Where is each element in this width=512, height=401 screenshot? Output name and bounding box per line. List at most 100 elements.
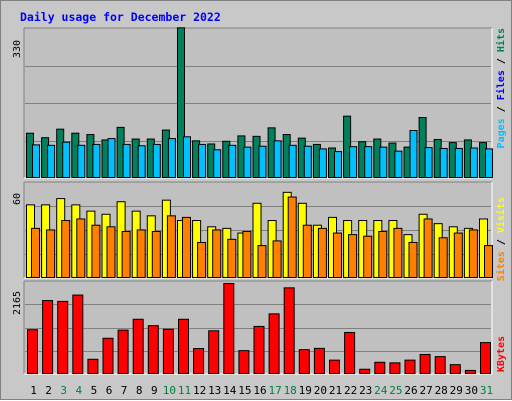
sites-bar bbox=[257, 245, 267, 279]
pages-bar bbox=[409, 130, 418, 178]
sites-bar bbox=[468, 229, 478, 278]
kbytes-bar bbox=[374, 361, 386, 374]
pages-bar bbox=[243, 146, 252, 179]
pages-bar bbox=[258, 145, 267, 178]
pages-bar bbox=[137, 145, 146, 178]
legend-visits: Visits bbox=[495, 197, 507, 233]
kbytes-bar bbox=[253, 325, 265, 374]
hits-bar bbox=[177, 27, 185, 178]
kbytes-bar bbox=[329, 359, 340, 374]
pages-bar bbox=[228, 144, 237, 178]
x-tick-label: 27 bbox=[419, 384, 432, 397]
legend-separator: / bbox=[496, 100, 507, 118]
sites-bar bbox=[46, 229, 56, 278]
kbytes-bar bbox=[480, 342, 491, 375]
pages-bar bbox=[349, 146, 358, 179]
pages-bar bbox=[77, 144, 86, 178]
kbytes-bar bbox=[449, 364, 461, 375]
chart-title: Daily usage for December 2022 bbox=[20, 10, 221, 24]
x-tick-label: 8 bbox=[136, 384, 143, 397]
x-tick-label: 2 bbox=[45, 384, 52, 397]
visits-bar bbox=[252, 202, 262, 278]
pages-bar bbox=[469, 147, 478, 179]
x-tick-label: 23 bbox=[359, 384, 372, 397]
kbytes-bar bbox=[283, 287, 295, 374]
x-tick-label: 21 bbox=[329, 384, 342, 397]
x-tick-label: 20 bbox=[314, 384, 327, 397]
pages-bar bbox=[288, 144, 297, 178]
legend-sites: Sites bbox=[495, 251, 507, 281]
kbytes-bar bbox=[419, 353, 431, 375]
pages-bar bbox=[213, 149, 222, 178]
sites-bar bbox=[227, 238, 237, 278]
sites-bar bbox=[182, 216, 191, 278]
pages-bar bbox=[92, 143, 101, 178]
kbytes-bar bbox=[117, 329, 129, 375]
sites-bar bbox=[287, 196, 297, 279]
kbytes-bar bbox=[147, 325, 159, 374]
sites-bar bbox=[302, 224, 312, 279]
kbytes-bar bbox=[162, 328, 174, 375]
pages-bar bbox=[107, 138, 116, 179]
sites-bar bbox=[333, 232, 342, 278]
pages-bar bbox=[424, 147, 433, 179]
pages-bar bbox=[152, 143, 161, 178]
y-axis-max-label: 330 bbox=[12, 40, 23, 58]
sites-bar bbox=[106, 226, 116, 279]
pages-bar bbox=[364, 146, 373, 179]
pages-bar bbox=[198, 143, 207, 178]
x-tick-label: 19 bbox=[299, 384, 312, 397]
sites-bar bbox=[408, 241, 418, 278]
pages-bar bbox=[167, 138, 176, 179]
x-tick-label: 30 bbox=[465, 384, 478, 397]
legend: Sites / Visits bbox=[495, 197, 507, 281]
pages-bar bbox=[303, 145, 312, 178]
x-tick-label: 15 bbox=[238, 384, 251, 397]
pages-bar bbox=[273, 140, 282, 178]
x-tick-label: 17 bbox=[268, 384, 281, 397]
kbytes-bar bbox=[344, 331, 356, 375]
legend-separator: / bbox=[496, 233, 507, 251]
kbytes-bar bbox=[102, 337, 114, 374]
sites-bar bbox=[151, 231, 161, 278]
sites-bar bbox=[31, 227, 40, 279]
x-tick-label: 29 bbox=[450, 384, 463, 397]
sites-bar bbox=[348, 234, 358, 278]
sites-bar bbox=[121, 231, 131, 278]
kbytes-bar bbox=[389, 362, 401, 375]
sites-bar bbox=[166, 215, 176, 278]
legend-hits: Hits bbox=[495, 28, 507, 52]
kbytes-bar bbox=[298, 349, 310, 375]
pages-bar bbox=[394, 150, 403, 179]
kbytes-bar bbox=[404, 359, 416, 374]
x-tick-label: 28 bbox=[435, 384, 448, 397]
pages-bar bbox=[122, 143, 131, 178]
sites-bar bbox=[453, 232, 463, 278]
legend-pages: Pages bbox=[496, 118, 507, 148]
kbytes-bar bbox=[238, 350, 250, 375]
pages-bar bbox=[439, 147, 448, 178]
legend-separator: / bbox=[496, 52, 507, 70]
x-tick-label: 31 bbox=[480, 384, 493, 397]
x-tick-label: 18 bbox=[284, 384, 297, 397]
sites-bar bbox=[393, 227, 403, 279]
x-tick-label: 16 bbox=[253, 384, 266, 397]
x-tick-label: 6 bbox=[106, 384, 113, 397]
kbytes-bar bbox=[193, 348, 205, 374]
pages-bar bbox=[485, 148, 493, 178]
pages-bar bbox=[454, 147, 463, 178]
kbytes-bar bbox=[464, 369, 476, 374]
legend-kbytes: KBytes bbox=[496, 336, 507, 372]
pages-bar bbox=[334, 151, 342, 179]
x-tick-label: 1 bbox=[30, 384, 37, 397]
kbytes-bar bbox=[434, 356, 446, 375]
sites-bar bbox=[91, 224, 101, 279]
kbytes-bar bbox=[72, 294, 84, 375]
y-axis-max-label: 60 bbox=[12, 193, 23, 205]
kbytes-bar bbox=[223, 283, 235, 374]
sites-bar bbox=[438, 237, 448, 278]
y-axis-max-label: 2165 bbox=[12, 291, 23, 315]
sites-bar bbox=[242, 231, 252, 278]
x-tick-label: 25 bbox=[389, 384, 402, 397]
